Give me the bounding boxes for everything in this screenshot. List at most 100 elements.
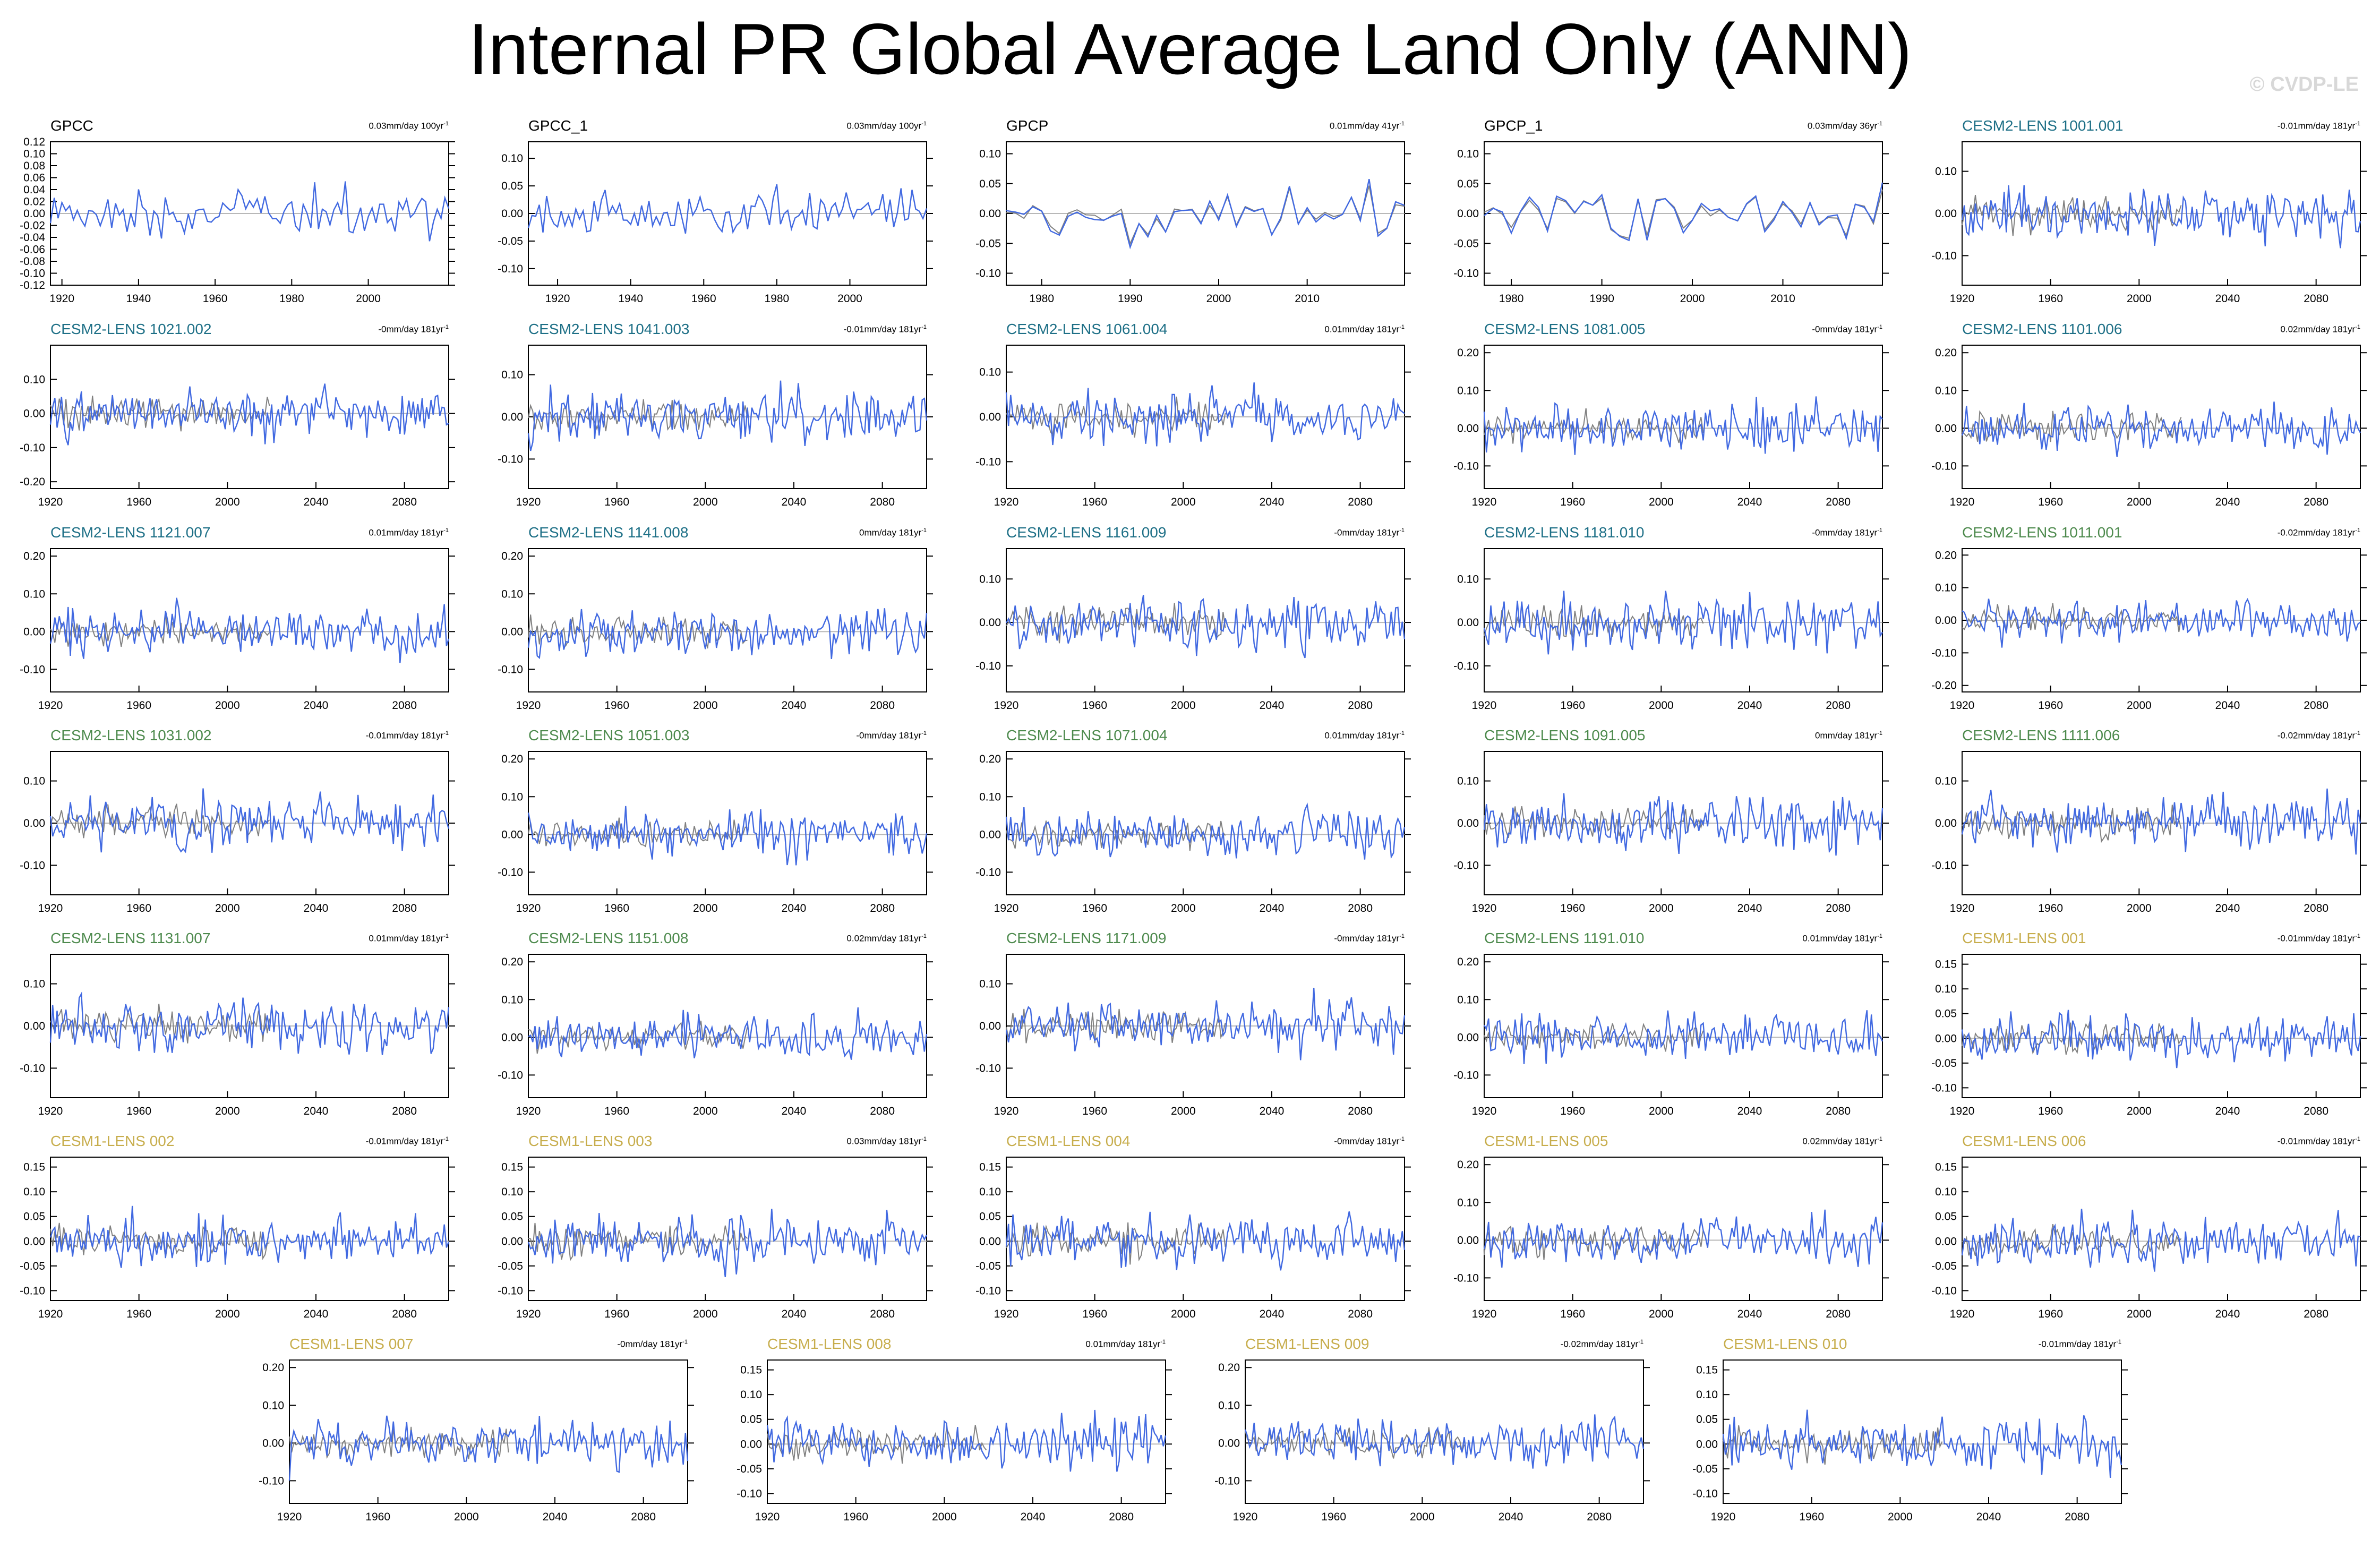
y-tick-label: 0.10 (23, 1186, 45, 1198)
plot-frame (1962, 954, 2361, 1098)
y-tick-label: 0.05 (1696, 1414, 1718, 1426)
x-tick-label: 1960 (1082, 1308, 1107, 1320)
y-tick-label: 0.10 (979, 573, 1001, 585)
chart-panel: CESM2-LENS 1131.007 0.01mm/day 181yr-1 0.1… (20, 930, 455, 1134)
trend-label: 0.01mm/day 181yr-1 (369, 933, 449, 944)
y-tick-label: 0.00 (1935, 1235, 1957, 1247)
x-tick-label: 1940 (618, 293, 643, 305)
x-tick-label: 1920 (994, 699, 1019, 712)
y-tick-label: 0.00 (501, 626, 523, 638)
x-tick-label: 2080 (392, 902, 417, 914)
time-series-plot: 0.20 0.10 0.00 -0.10 1920 1960 2000 2040 2080 (1214, 1359, 1650, 1523)
x-tick-label: 2000 (215, 1308, 240, 1320)
y-tick-label: 0.00 (501, 208, 523, 220)
time-series-plot: 0.10 0.00 -0.10 1920 1960 2000 2040 2080 (20, 751, 455, 914)
x-tick-label: 2080 (1826, 699, 1851, 712)
panel-title: CESM2-LENS 1131.007 (50, 930, 211, 946)
y-tick-label: 0.10 (979, 148, 1001, 160)
time-series-plot: 0.10 0.00 -0.10 1920 1960 2000 2040 2080 (1453, 548, 1889, 712)
time-series-plot: 0.10 0.00 -0.10 1920 1960 2000 2040 2080 (975, 954, 1411, 1117)
time-series-plot: 0.10 0.00 -0.10 1920 1960 2000 2040 2080 (1931, 751, 2367, 914)
trend-label: -0mm/day 181yr-1 (1334, 933, 1405, 944)
y-tick-label: 0.10 (23, 978, 45, 990)
chart-panel: CESM1-LENS 004 -0mm/day 181yr-1 0.15 0.10 0.… (975, 1133, 1411, 1337)
time-series-plot: 0.10 0.00 -0.10 1920 1960 2000 2040 2080 (498, 345, 933, 508)
x-tick-label: 2080 (2304, 902, 2328, 914)
y-tick-label: 0.12 (23, 136, 45, 148)
y-tick-label: -0.10 (1453, 1272, 1479, 1284)
y-tick-label: -0.04 (20, 232, 45, 244)
y-tick-label: 0.10 (501, 152, 523, 165)
x-tick-label: 2080 (1826, 1105, 1851, 1117)
x-tick-label: 2080 (392, 699, 417, 712)
series-line-member (1483, 1209, 1884, 1268)
y-tick-label: 0.02 (23, 196, 45, 208)
trend-label: -0.02mm/day 181yr-1 (2277, 527, 2360, 538)
y-tick-label: -0.10 (1931, 647, 1957, 659)
trend-label: -0.01mm/day 181yr-1 (365, 730, 449, 741)
x-tick-label: 1920 (38, 699, 63, 712)
time-series-plot: 0.20 0.10 0.00 -0.10 1920 1960 2000 2040 2080 (1931, 345, 2367, 508)
y-tick-label: 0.00 (1935, 817, 1957, 829)
y-tick-label: 0.00 (1457, 617, 1479, 629)
y-tick-label: -0.10 (1453, 859, 1479, 871)
x-tick-label: 2040 (1260, 1308, 1285, 1320)
y-tick-label: 0.05 (1457, 178, 1479, 190)
x-tick-label: 2080 (2304, 1105, 2328, 1117)
trend-label: -0.01mm/day 181yr-1 (2277, 121, 2360, 131)
x-tick-label: 2080 (392, 1105, 417, 1117)
series-line-member (1005, 988, 1406, 1060)
x-tick-label: 1920 (994, 496, 1019, 508)
series-line-member (1961, 185, 2361, 249)
x-tick-label: 1920 (1472, 699, 1497, 712)
x-tick-label: 2000 (1649, 699, 1674, 712)
chart-panel: CESM2-LENS 1071.004 0.01mm/day 181yr-1 0.2… (975, 727, 1411, 931)
x-tick-label: 2000 (1171, 1105, 1196, 1117)
y-tick-label: -0.05 (975, 237, 1001, 250)
series-line-observed (1006, 1008, 1226, 1044)
x-tick-label: 1960 (604, 496, 629, 508)
y-tick-label: -0.10 (737, 1487, 762, 1500)
series-line-member (1722, 1409, 2122, 1478)
x-tick-label: 2040 (1737, 699, 1762, 712)
y-tick-label: -0.05 (1931, 1057, 1957, 1070)
y-tick-label: 0.20 (501, 550, 523, 562)
series-line-member (1962, 597, 2361, 648)
y-tick-label: -0.05 (20, 1260, 45, 1272)
plot-frame (50, 345, 449, 489)
y-tick-label: 0.05 (979, 1211, 1001, 1223)
x-tick-label: 1920 (1950, 293, 1975, 305)
x-tick-label: 2000 (356, 293, 381, 305)
y-tick-label: -0.05 (1453, 237, 1479, 250)
chart-panel: CESM1-LENS 006 -0.01mm/day 181yr-1 0.15 0.1… (1931, 1133, 2367, 1337)
chart-panel: CESM2-LENS 1171.009 -0mm/day 181yr-1 0.10 0… (975, 930, 1411, 1134)
x-tick-label: 2080 (1348, 1105, 1373, 1117)
x-tick-label: 2080 (1587, 1511, 1612, 1523)
plot-frame (1484, 345, 1883, 489)
y-tick-label: 0.00 (979, 617, 1001, 629)
x-tick-label: 2000 (693, 902, 718, 914)
x-tick-label: 1980 (279, 293, 304, 305)
panel-title: CESM1-LENS 005 (1484, 1133, 1608, 1149)
x-tick-label: 1920 (516, 496, 541, 508)
y-tick-label: 0.00 (979, 828, 1001, 841)
y-tick-label: -0.10 (259, 1475, 284, 1487)
x-tick-label: 1940 (126, 293, 151, 305)
x-tick-label: 2040 (1260, 902, 1285, 914)
trend-label: -0.01mm/day 181yr-1 (365, 1136, 449, 1147)
x-tick-label: 1920 (1472, 902, 1497, 914)
y-tick-label: 0.00 (979, 1020, 1001, 1032)
panel-title: CESM2-LENS 1151.008 (528, 930, 689, 946)
y-tick-label: 0.20 (1935, 347, 1957, 359)
y-tick-label: 0.20 (501, 753, 523, 765)
chart-panel: CESM2-LENS 1121.007 0.01mm/day 181yr-1 0.2… (20, 524, 455, 728)
series-line-member (1005, 382, 1405, 447)
series-line-member (1005, 1211, 1406, 1271)
x-tick-label: 2000 (1171, 496, 1196, 508)
panel-title: CESM1-LENS 003 (528, 1133, 653, 1149)
trend-label: -0.01mm/day 181yr-1 (2038, 1339, 2121, 1349)
series-line-member (527, 1209, 928, 1277)
y-tick-label: 0.20 (1457, 1159, 1479, 1171)
x-tick-label: 1920 (1950, 1308, 1975, 1320)
y-tick-label: 0.05 (1935, 1008, 1957, 1020)
